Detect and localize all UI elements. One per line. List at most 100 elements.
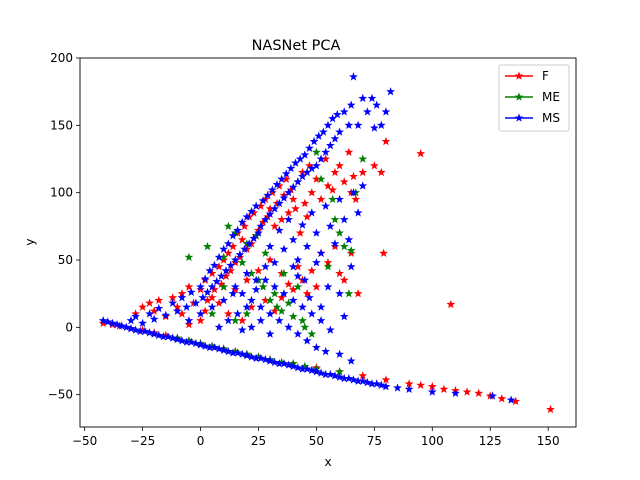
data-point xyxy=(219,345,229,354)
data-point xyxy=(305,161,314,170)
data-point xyxy=(339,311,349,321)
data-point xyxy=(298,316,307,325)
data-point xyxy=(274,198,284,208)
data-point xyxy=(288,235,298,244)
y-tick-label: −50 xyxy=(48,388,73,402)
data-point xyxy=(291,204,300,213)
data-point xyxy=(335,161,344,170)
data-point xyxy=(261,215,270,224)
data-point xyxy=(369,123,379,132)
data-point xyxy=(372,100,382,109)
data-point xyxy=(230,282,240,291)
data-point xyxy=(367,379,377,388)
data-point xyxy=(312,367,321,376)
data-point xyxy=(300,275,310,284)
data-point xyxy=(339,107,349,116)
data-point xyxy=(219,282,229,291)
data-point xyxy=(439,384,449,394)
data-point xyxy=(302,241,312,251)
data-point xyxy=(256,316,266,325)
x-axis-label: x xyxy=(324,455,331,469)
data-point xyxy=(497,394,507,403)
data-point xyxy=(242,351,252,360)
x-tick-label: −50 xyxy=(72,434,97,448)
data-point xyxy=(237,235,247,244)
data-point xyxy=(353,208,363,217)
data-point xyxy=(288,194,298,204)
data-point xyxy=(307,163,317,173)
data-point xyxy=(404,384,414,394)
data-point xyxy=(323,262,333,271)
data-point xyxy=(416,149,426,158)
data-point xyxy=(328,194,338,204)
data-point xyxy=(358,154,368,163)
data-point xyxy=(367,93,377,103)
data-point xyxy=(281,174,291,183)
data-point xyxy=(161,310,171,319)
data-point xyxy=(184,320,194,329)
data-point xyxy=(302,364,312,373)
data-point xyxy=(247,352,256,361)
data-point xyxy=(358,371,368,380)
data-point xyxy=(186,287,196,297)
data-point xyxy=(159,332,168,341)
data-point xyxy=(182,337,191,346)
data-point xyxy=(302,212,312,221)
data-point xyxy=(288,285,298,294)
data-point xyxy=(242,302,252,311)
data-point xyxy=(184,316,194,325)
data-point xyxy=(332,109,342,119)
data-point xyxy=(288,295,298,305)
data-point xyxy=(284,188,293,197)
data-point xyxy=(330,239,340,248)
data-point xyxy=(300,198,310,208)
data-point xyxy=(145,298,154,307)
y-tick-label: 100 xyxy=(50,186,73,200)
x-tick-label: 150 xyxy=(537,434,560,448)
data-point xyxy=(182,302,191,311)
data-point xyxy=(228,289,238,298)
data-point xyxy=(274,316,284,325)
chart-title: NASNet PCA xyxy=(252,38,341,54)
data-point xyxy=(344,147,354,156)
data-point xyxy=(451,388,460,398)
data-point xyxy=(511,396,521,406)
data-point xyxy=(335,228,344,237)
data-point xyxy=(302,289,312,298)
legend-marker xyxy=(514,71,524,80)
data-point xyxy=(256,302,266,311)
data-point xyxy=(316,302,326,311)
data-point xyxy=(242,275,252,284)
data-point xyxy=(196,316,205,325)
data-point xyxy=(277,174,287,183)
data-point xyxy=(277,357,287,367)
data-point xyxy=(300,361,310,371)
data-point xyxy=(381,107,391,116)
data-point xyxy=(228,348,238,357)
data-point xyxy=(103,317,113,326)
data-point xyxy=(274,225,284,235)
data-point xyxy=(163,332,173,341)
legend-label: MS xyxy=(542,111,560,125)
data-point xyxy=(321,369,331,379)
data-point xyxy=(298,220,307,229)
data-point xyxy=(223,248,233,257)
data-point xyxy=(98,318,108,328)
data-point xyxy=(261,275,270,284)
data-point xyxy=(316,194,326,204)
data-point xyxy=(353,120,363,130)
data-point xyxy=(230,258,240,267)
legend-label: ME xyxy=(542,90,560,104)
data-point xyxy=(256,201,266,210)
data-point xyxy=(140,326,150,336)
data-point xyxy=(221,271,231,280)
y-tick-label: 50 xyxy=(58,253,73,267)
data-point xyxy=(279,268,289,278)
data-point xyxy=(198,293,208,302)
data-point xyxy=(446,299,456,309)
data-point xyxy=(219,295,229,305)
data-point xyxy=(307,208,317,217)
data-point xyxy=(307,309,317,318)
data-point xyxy=(291,158,300,167)
data-point xyxy=(270,357,280,367)
